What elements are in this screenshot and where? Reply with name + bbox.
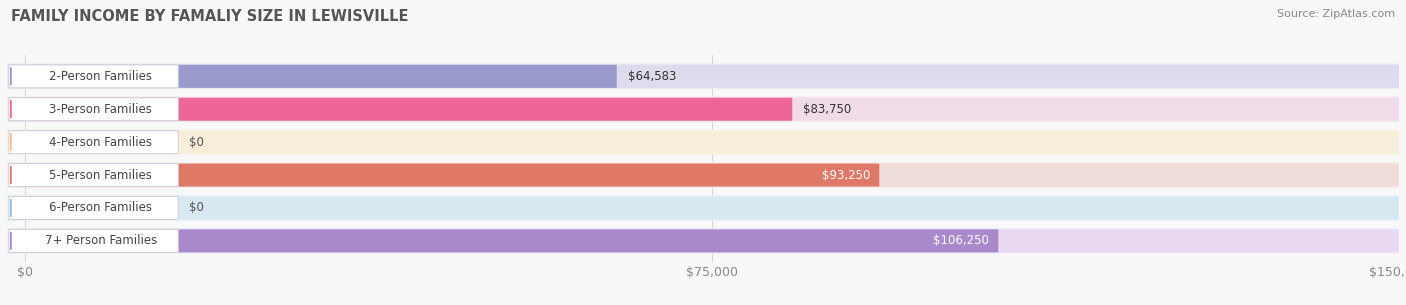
FancyBboxPatch shape [7, 96, 1399, 122]
FancyBboxPatch shape [7, 228, 1399, 254]
FancyBboxPatch shape [25, 65, 1399, 88]
Text: $83,750: $83,750 [803, 103, 852, 116]
FancyBboxPatch shape [25, 163, 879, 187]
FancyBboxPatch shape [8, 163, 179, 187]
Text: $106,250: $106,250 [934, 235, 990, 247]
FancyBboxPatch shape [25, 196, 1399, 220]
Text: Source: ZipAtlas.com: Source: ZipAtlas.com [1277, 9, 1395, 19]
FancyBboxPatch shape [8, 131, 179, 154]
Text: 7+ Person Families: 7+ Person Families [45, 235, 157, 247]
FancyBboxPatch shape [7, 162, 1399, 188]
FancyBboxPatch shape [25, 163, 1399, 187]
FancyBboxPatch shape [25, 229, 1399, 253]
FancyBboxPatch shape [8, 98, 179, 121]
FancyBboxPatch shape [7, 63, 1399, 89]
Text: $0: $0 [190, 136, 204, 149]
FancyBboxPatch shape [8, 229, 179, 253]
FancyBboxPatch shape [25, 98, 793, 121]
Text: 4-Person Families: 4-Person Families [49, 136, 152, 149]
FancyBboxPatch shape [7, 129, 1399, 155]
Text: 6-Person Families: 6-Person Families [49, 202, 152, 214]
FancyBboxPatch shape [25, 229, 998, 253]
FancyBboxPatch shape [25, 98, 1399, 121]
Text: 5-Person Families: 5-Person Families [49, 169, 152, 181]
Text: FAMILY INCOME BY FAMALIY SIZE IN LEWISVILLE: FAMILY INCOME BY FAMALIY SIZE IN LEWISVI… [11, 9, 409, 24]
FancyBboxPatch shape [8, 65, 179, 88]
FancyBboxPatch shape [25, 131, 1399, 154]
Text: $0: $0 [190, 202, 204, 214]
Text: 2-Person Families: 2-Person Families [49, 70, 152, 83]
Text: $93,250: $93,250 [821, 169, 870, 181]
Text: 3-Person Families: 3-Person Families [49, 103, 152, 116]
FancyBboxPatch shape [25, 65, 617, 88]
FancyBboxPatch shape [8, 196, 179, 220]
FancyBboxPatch shape [7, 195, 1399, 221]
Text: $64,583: $64,583 [627, 70, 676, 83]
